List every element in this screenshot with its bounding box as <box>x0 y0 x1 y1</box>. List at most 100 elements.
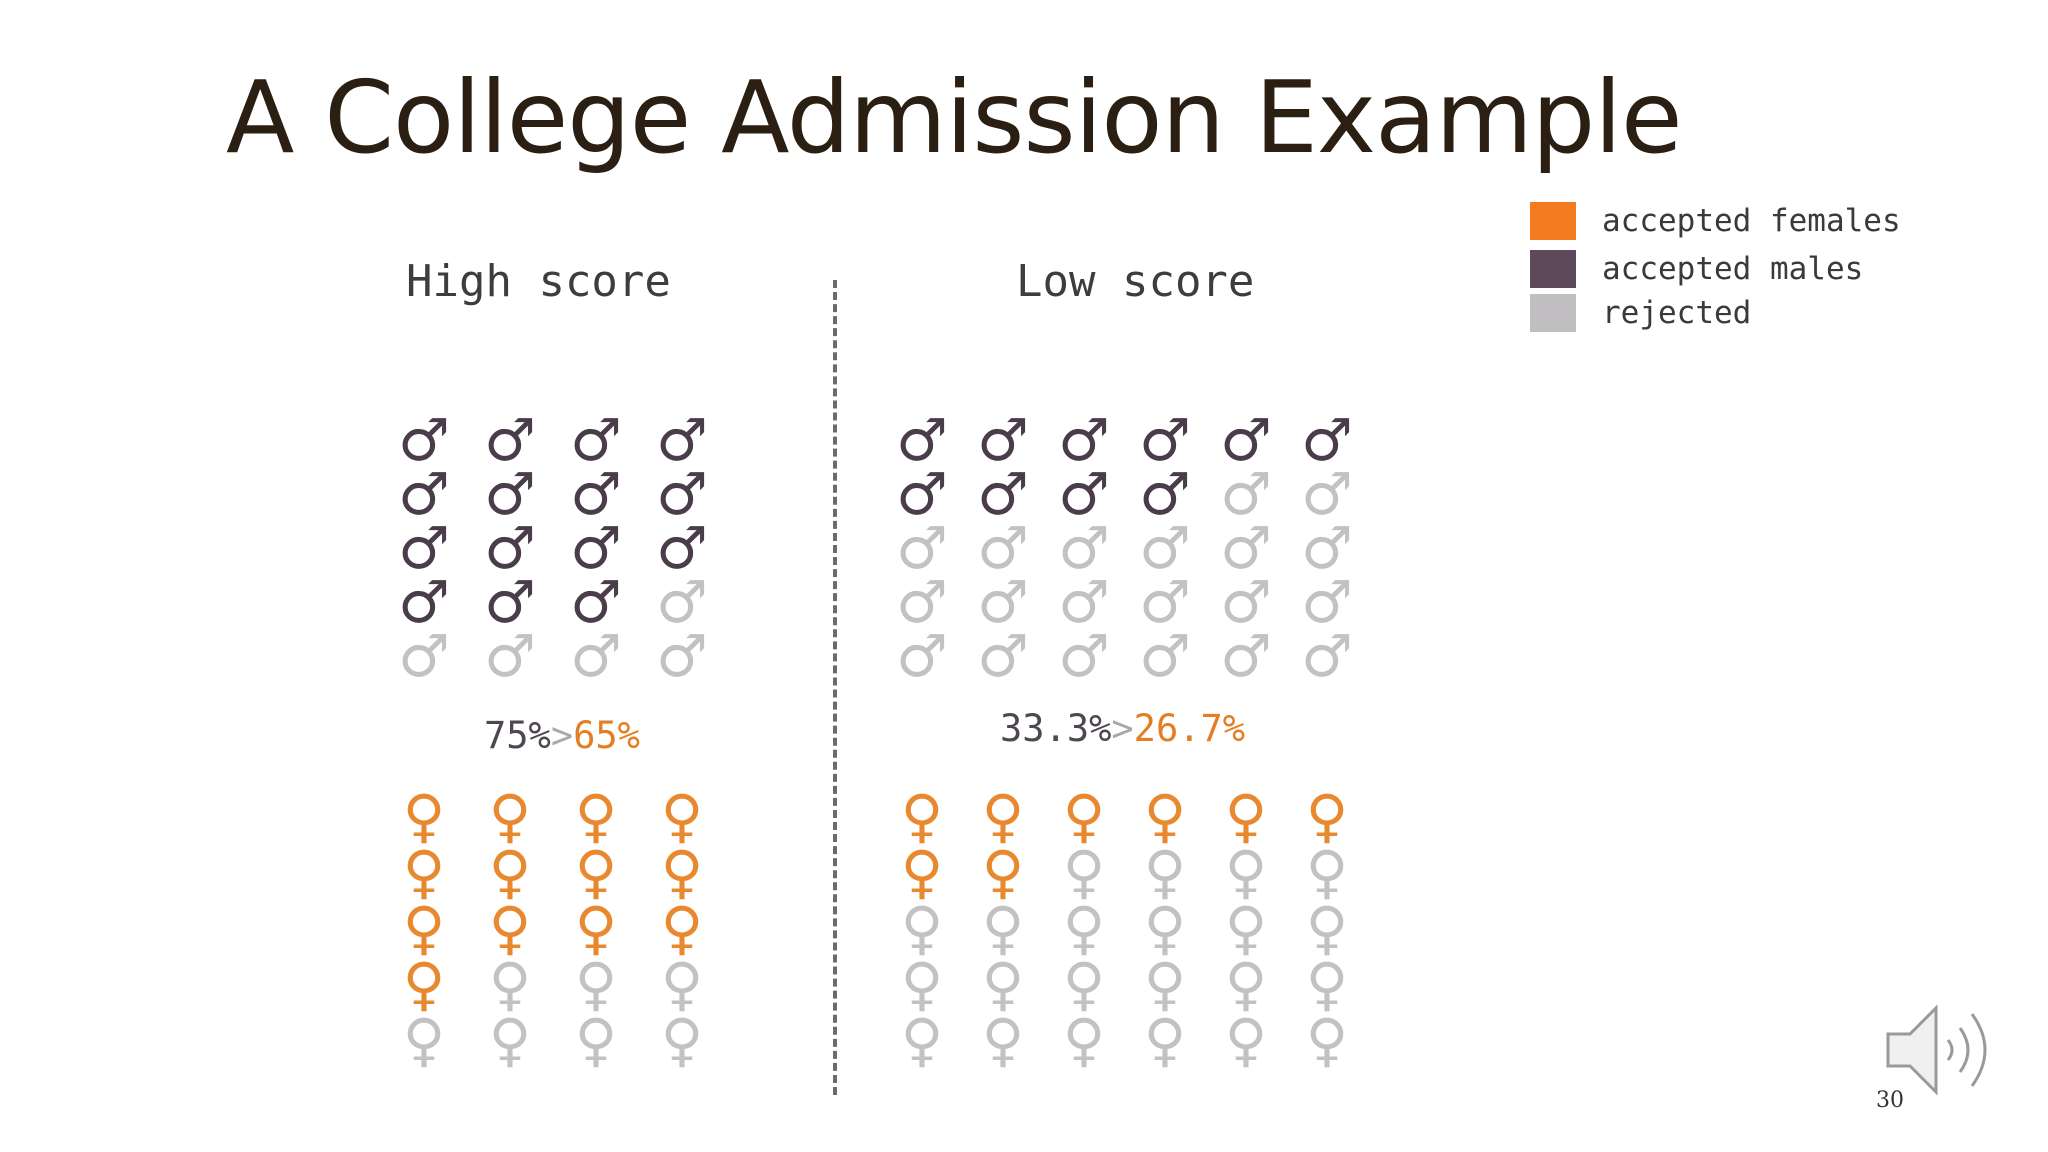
male-accepted-icon: ♂ <box>398 568 450 636</box>
female-rejected-icon: ♀ <box>900 1006 944 1074</box>
female-accepted-icon: ♀ <box>574 894 618 962</box>
male-accepted-icon: ♂ <box>570 568 622 636</box>
legend-label: rejected <box>1602 295 1752 331</box>
female-rejected-icon: ♀ <box>1305 838 1349 906</box>
female-accepted-icon: ♀ <box>402 782 446 850</box>
male-accepted-icon: ♂ <box>656 514 708 582</box>
female-rejected-icon: ♀ <box>981 1006 1025 1074</box>
female-rejected-icon: ♀ <box>1224 894 1268 962</box>
female-rejected-icon: ♀ <box>660 950 704 1018</box>
female-accepted-icon: ♀ <box>1062 782 1106 850</box>
female-rejected-icon: ♀ <box>1062 1006 1106 1074</box>
male-accepted-icon: ♂ <box>896 460 948 528</box>
female-rejected-icon: ♀ <box>1062 950 1106 1018</box>
male-rejected-icon: ♂ <box>1301 568 1353 636</box>
male-rejected-icon: ♂ <box>570 622 622 690</box>
male-accepted-icon: ♂ <box>484 514 536 582</box>
male-accepted-icon: ♂ <box>977 406 1029 474</box>
female-rejected-icon: ♀ <box>1062 838 1106 906</box>
male-rejected-icon: ♂ <box>1301 622 1353 690</box>
male-accepted-icon: ♂ <box>484 406 536 474</box>
male-accepted-icon: ♂ <box>570 460 622 528</box>
female-accepted-icon: ♀ <box>488 894 532 962</box>
female-accepted-icon: ♀ <box>574 838 618 906</box>
male-rejected-icon: ♂ <box>896 622 948 690</box>
female-accepted-icon: ♀ <box>660 782 704 850</box>
male-accepted-icon: ♂ <box>1058 406 1110 474</box>
female-rejected-icon: ♀ <box>1305 1006 1349 1074</box>
male-accepted-icon: ♂ <box>656 460 708 528</box>
legend-swatch-accepted-females <box>1530 202 1576 240</box>
male-rejected-icon: ♂ <box>656 622 708 690</box>
legend-swatch-accepted-males <box>1530 250 1576 288</box>
male-accepted-icon: ♂ <box>484 568 536 636</box>
male-rejected-icon: ♂ <box>1058 568 1110 636</box>
male-rejected-icon: ♂ <box>977 514 1029 582</box>
male-accepted-icon: ♂ <box>398 406 450 474</box>
male-rejected-icon: ♂ <box>1301 460 1353 528</box>
male-rejected-icon: ♂ <box>1058 622 1110 690</box>
female-rejected-icon: ♀ <box>488 950 532 1018</box>
female-rejected-icon: ♀ <box>1224 838 1268 906</box>
female-rejected-icon: ♀ <box>1224 950 1268 1018</box>
male-rejected-icon: ♂ <box>1301 514 1353 582</box>
male-rejected-icon: ♂ <box>1139 514 1191 582</box>
male-accepted-icon: ♂ <box>656 406 708 474</box>
slide-title: A College Admission Example <box>226 59 1683 176</box>
female-rejected-icon: ♀ <box>660 1006 704 1074</box>
female-accepted-icon: ♀ <box>981 838 1025 906</box>
male-accepted-icon: ♂ <box>1301 406 1353 474</box>
female-rejected-icon: ♀ <box>402 1006 446 1074</box>
male-rejected-icon: ♂ <box>1139 568 1191 636</box>
legend-label: accepted males <box>1602 251 1864 287</box>
male-rejected-icon: ♂ <box>977 568 1029 636</box>
male-accepted-icon: ♂ <box>570 514 622 582</box>
female-rejected-icon: ♀ <box>1143 838 1187 906</box>
male-accepted-icon: ♂ <box>896 406 948 474</box>
female-rejected-icon: ♀ <box>1143 1006 1187 1074</box>
male-accepted-icon: ♂ <box>1139 460 1191 528</box>
male-rejected-icon: ♂ <box>977 622 1029 690</box>
female-rejected-icon: ♀ <box>574 950 618 1018</box>
male-accepted-icon: ♂ <box>398 514 450 582</box>
female-accepted-icon: ♀ <box>402 950 446 1018</box>
greater-than-sign: > <box>550 714 574 757</box>
male-accepted-icon: ♂ <box>1220 406 1272 474</box>
speaker-icon[interactable] <box>1884 1000 2004 1100</box>
female-rejected-icon: ♀ <box>1143 950 1187 1018</box>
male-rejected-icon: ♂ <box>484 622 536 690</box>
male-rejected-icon: ♂ <box>1220 622 1272 690</box>
male-acceptance-rate: 33.3% <box>1000 707 1112 750</box>
male-rejected-icon: ♂ <box>896 514 948 582</box>
female-accepted-icon: ♀ <box>1143 782 1187 850</box>
acceptance-ratio-low-score: 33.3%>26.7% <box>1000 707 1245 750</box>
female-rejected-icon: ♀ <box>574 1006 618 1074</box>
heading-low-score: Low score <box>1016 256 1255 307</box>
male-rejected-icon: ♂ <box>1058 514 1110 582</box>
male-accepted-icon: ♂ <box>1058 460 1110 528</box>
female-rejected-icon: ♀ <box>1305 950 1349 1018</box>
male-rejected-icon: ♂ <box>1139 622 1191 690</box>
male-rejected-icon: ♂ <box>896 568 948 636</box>
female-accepted-icon: ♀ <box>660 894 704 962</box>
female-accepted-icon: ♀ <box>1305 782 1349 850</box>
female-rejected-icon: ♀ <box>900 894 944 962</box>
female-rejected-icon: ♀ <box>900 950 944 1018</box>
male-accepted-icon: ♂ <box>1139 406 1191 474</box>
female-accepted-icon: ♀ <box>900 782 944 850</box>
female-accepted-icon: ♀ <box>981 782 1025 850</box>
male-accepted-icon: ♂ <box>398 460 450 528</box>
male-accepted-icon: ♂ <box>570 406 622 474</box>
female-rejected-icon: ♀ <box>1305 894 1349 962</box>
male-rejected-icon: ♂ <box>1220 514 1272 582</box>
legend-label: accepted females <box>1602 203 1901 239</box>
male-rejected-icon: ♂ <box>1220 568 1272 636</box>
female-accepted-icon: ♀ <box>488 838 532 906</box>
greater-than-sign: > <box>1111 707 1134 750</box>
acceptance-ratio-high-score: 75%>65% <box>484 714 640 757</box>
heading-high-score: High score <box>406 256 671 307</box>
female-acceptance-rate: 26.7% <box>1133 707 1246 750</box>
male-rejected-icon: ♂ <box>656 568 708 636</box>
female-accepted-icon: ♀ <box>1224 782 1268 850</box>
dashed-divider <box>833 280 837 1095</box>
